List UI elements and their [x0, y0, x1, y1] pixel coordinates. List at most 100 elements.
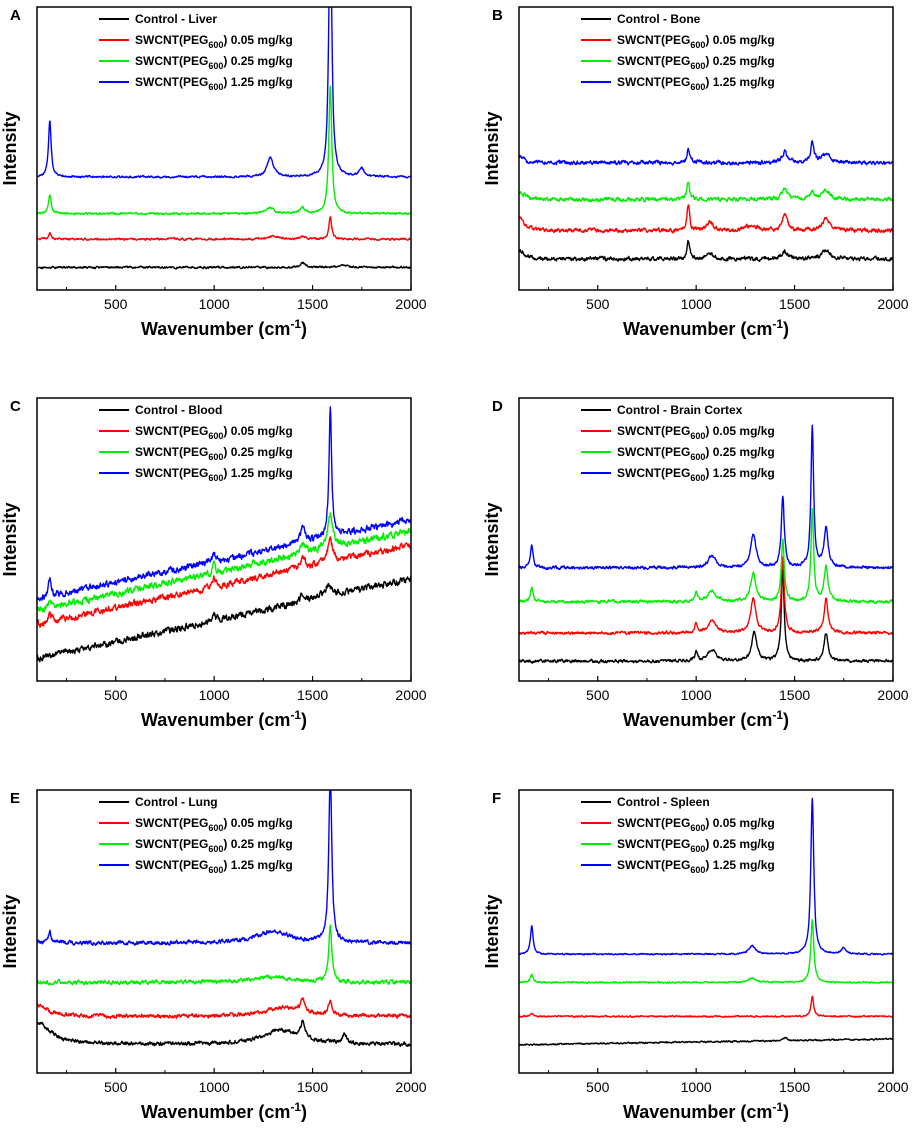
- panel-d: 500 1000 1500 2000 Wavenumber (cm-1) Intensit…: [482, 397, 909, 730]
- legend-series-label: SWCNT(PEG600) 0.25 mg/kg: [617, 445, 775, 462]
- series-line-swcnt-2: [519, 508, 893, 605]
- x-tick-label: 1500: [297, 687, 328, 703]
- legend-series-label: SWCNT(PEG600) 1.25 mg/kg: [135, 858, 293, 875]
- legend-series-label: SWCNT(PEG600) 0.25 mg/kg: [617, 837, 775, 854]
- x-tick-label: 1500: [297, 1079, 328, 1095]
- x-axis-title: Wavenumber (cm-1): [623, 1100, 789, 1122]
- legend-series-label: SWCNT(PEG600) 1.25 mg/kg: [617, 75, 775, 92]
- y-axis-title: Intensity: [482, 111, 502, 185]
- series-line-swcnt-3: [37, 406, 411, 602]
- x-tick-label: 500: [586, 1079, 610, 1095]
- legend-series-label: SWCNT(PEG600) 0.05 mg/kg: [617, 33, 775, 50]
- panel-letter: A: [10, 7, 21, 24]
- series-line-swcnt-1: [37, 536, 411, 628]
- y-axis-title: Intensity: [0, 894, 20, 968]
- legend-control-label: Control - Brain Cortex: [617, 403, 743, 417]
- legend-series-label: SWCNT(PEG600) 0.25 mg/kg: [135, 837, 293, 854]
- x-tick-label: 1000: [199, 296, 230, 312]
- legend-series-label: SWCNT(PEG600) 0.25 mg/kg: [135, 54, 293, 71]
- plot-frame: [36, 397, 412, 682]
- x-axis-title: Wavenumber (cm-1): [141, 317, 307, 339]
- series-line-swcnt-2: [37, 924, 411, 986]
- series-line-swcnt-2: [519, 919, 893, 984]
- series-line-control: [37, 1019, 411, 1048]
- y-axis-title: Intensity: [482, 502, 502, 576]
- legend-series-label: SWCNT(PEG600) 0.05 mg/kg: [135, 33, 293, 50]
- legend-series-label: SWCNT(PEG600) 0.25 mg/kg: [135, 445, 293, 462]
- panel-a: 500 1000 1500 2000 Wavenumber (cm-1) Intensit…: [0, 6, 427, 339]
- x-tick-label: 1000: [681, 296, 712, 312]
- series-line-swcnt-3: [519, 424, 893, 571]
- x-tick-label: 1000: [199, 1079, 230, 1095]
- series-line-swcnt-1: [37, 997, 411, 1020]
- legend-control-label: Control - Spleen: [617, 795, 710, 809]
- plot-frame: [518, 6, 894, 291]
- y-axis-title: Intensity: [0, 111, 20, 185]
- series-line-swcnt-2: [37, 85, 411, 216]
- x-tick-label: 1500: [779, 296, 810, 312]
- legend-series-label: SWCNT(PEG600) 0.05 mg/kg: [617, 424, 775, 441]
- x-tick-label: 1500: [779, 687, 810, 703]
- legend-series-label: SWCNT(PEG600) 1.25 mg/kg: [135, 75, 293, 92]
- series-line-swcnt-3: [37, 790, 411, 946]
- x-axis-title: Wavenumber (cm-1): [141, 1100, 307, 1122]
- x-axis-title: Wavenumber (cm-1): [141, 708, 307, 730]
- series-line-swcnt-1: [37, 216, 411, 242]
- plot-frame: [518, 789, 894, 1074]
- legend-series-label: SWCNT(PEG600) 1.25 mg/kg: [617, 858, 775, 875]
- legend-series-label: SWCNT(PEG600) 1.25 mg/kg: [135, 466, 293, 483]
- y-axis-title: Intensity: [482, 894, 502, 968]
- series-line-swcnt-2: [37, 512, 411, 613]
- x-tick-label: 500: [104, 687, 128, 703]
- x-tick-label: 2000: [395, 1079, 426, 1095]
- series-line-swcnt-1: [519, 995, 893, 1019]
- panel-letter: E: [10, 790, 20, 807]
- x-tick-label: 500: [586, 687, 610, 703]
- panel-c: 500 1000 1500 2000 Wavenumber (cm-1) Intensit…: [0, 397, 427, 730]
- x-tick-label: 1500: [779, 1079, 810, 1095]
- x-tick-label: 2000: [877, 687, 908, 703]
- series-line-control: [519, 240, 893, 263]
- legend-series-label: SWCNT(PEG600) 0.05 mg/kg: [135, 816, 293, 833]
- series-line-swcnt-1: [519, 556, 893, 636]
- x-tick-label: 500: [104, 296, 128, 312]
- series-line-swcnt-3: [519, 797, 893, 956]
- legend-control-label: Control - Liver: [135, 12, 217, 26]
- x-axis-title: Wavenumber (cm-1): [623, 317, 789, 339]
- plot-frame: [36, 789, 412, 1074]
- x-tick-label: 500: [104, 1079, 128, 1095]
- series-line-control: [519, 568, 893, 664]
- panel-letter: D: [492, 398, 503, 415]
- panel-e: 500 1000 1500 2000 Wavenumber (cm-1) Intensit…: [0, 789, 427, 1122]
- panel-letter: F: [492, 790, 501, 807]
- legend-control-label: Control - Blood: [135, 403, 222, 417]
- y-axis-title: Intensity: [0, 502, 20, 576]
- legend-series-label: SWCNT(PEG600) 0.25 mg/kg: [617, 54, 775, 71]
- x-tick-label: 2000: [395, 296, 426, 312]
- panel-letter: C: [10, 398, 21, 415]
- x-tick-label: 2000: [877, 296, 908, 312]
- series-line-swcnt-3: [37, 7, 411, 179]
- series-line-swcnt-3: [519, 140, 893, 166]
- legend-series-label: SWCNT(PEG600) 1.25 mg/kg: [617, 466, 775, 483]
- series-line-control: [519, 1036, 893, 1047]
- x-tick-label: 1000: [681, 1079, 712, 1095]
- x-axis-title: Wavenumber (cm-1): [623, 708, 789, 730]
- series-line-control: [37, 261, 411, 270]
- legend-series-label: SWCNT(PEG600) 0.05 mg/kg: [135, 424, 293, 441]
- series-line-swcnt-1: [519, 204, 893, 234]
- plot-frame: [518, 397, 894, 682]
- x-tick-label: 2000: [395, 687, 426, 703]
- x-tick-label: 2000: [877, 1079, 908, 1095]
- x-tick-label: 500: [586, 296, 610, 312]
- panel-letter: B: [492, 7, 503, 24]
- plot-frame: [36, 6, 412, 291]
- legend-series-label: SWCNT(PEG600) 0.05 mg/kg: [617, 816, 775, 833]
- x-tick-label: 1500: [297, 296, 328, 312]
- panel-b: 500 1000 1500 2000 Wavenumber (cm-1) Intensit…: [482, 6, 909, 339]
- series-line-swcnt-2: [519, 181, 893, 203]
- legend-control-label: Control - Lung: [135, 795, 218, 809]
- series-line-control: [37, 576, 411, 663]
- x-tick-label: 1000: [199, 687, 230, 703]
